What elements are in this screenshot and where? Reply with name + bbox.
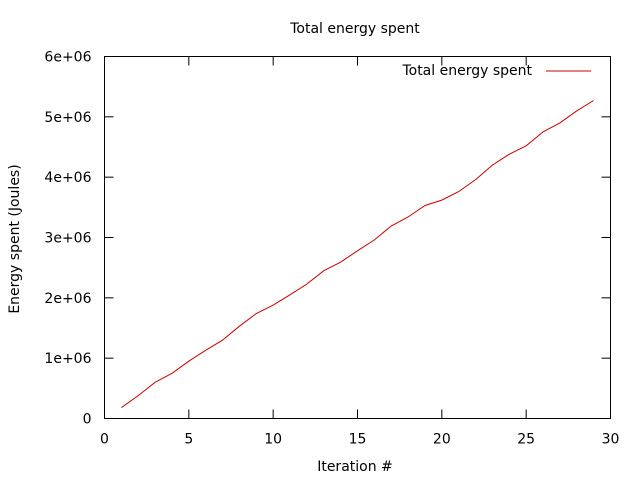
y-axis: 0 1e+06 2e+06 3e+06 4e+06 5e+06 6e+06 — [44, 50, 611, 428]
x-axis-label: Iteration # — [317, 459, 393, 475]
legend-label: Total energy spent — [401, 63, 532, 79]
y-tick-label: 2e+06 — [44, 291, 91, 307]
y-tick-label: 0 — [83, 412, 92, 428]
y-tick-label: 6e+06 — [44, 50, 91, 66]
y-tick-label: 5e+06 — [44, 110, 91, 126]
x-tick-label: 5 — [184, 432, 193, 448]
x-tick-label: 25 — [517, 432, 535, 448]
legend: Total energy spent — [401, 63, 591, 79]
x-tick-label: 30 — [602, 432, 620, 448]
y-tick-label: 1e+06 — [44, 351, 91, 367]
y-axis-label: Energy spent (Joules) — [7, 164, 23, 313]
y-tick-label: 4e+06 — [44, 170, 91, 186]
chart-title: Total energy spent — [289, 21, 420, 37]
series-line — [121, 100, 594, 409]
x-tick-label: 15 — [349, 432, 367, 448]
plot-frame — [104, 56, 611, 419]
y-tick-label: 3e+06 — [44, 231, 91, 247]
x-axis: 0 5 10 15 20 25 30 — [100, 56, 620, 448]
series-layer — [121, 100, 594, 409]
x-tick-label: 20 — [433, 432, 451, 448]
x-tick-label: 10 — [264, 432, 282, 448]
x-tick-label: 0 — [100, 432, 109, 448]
